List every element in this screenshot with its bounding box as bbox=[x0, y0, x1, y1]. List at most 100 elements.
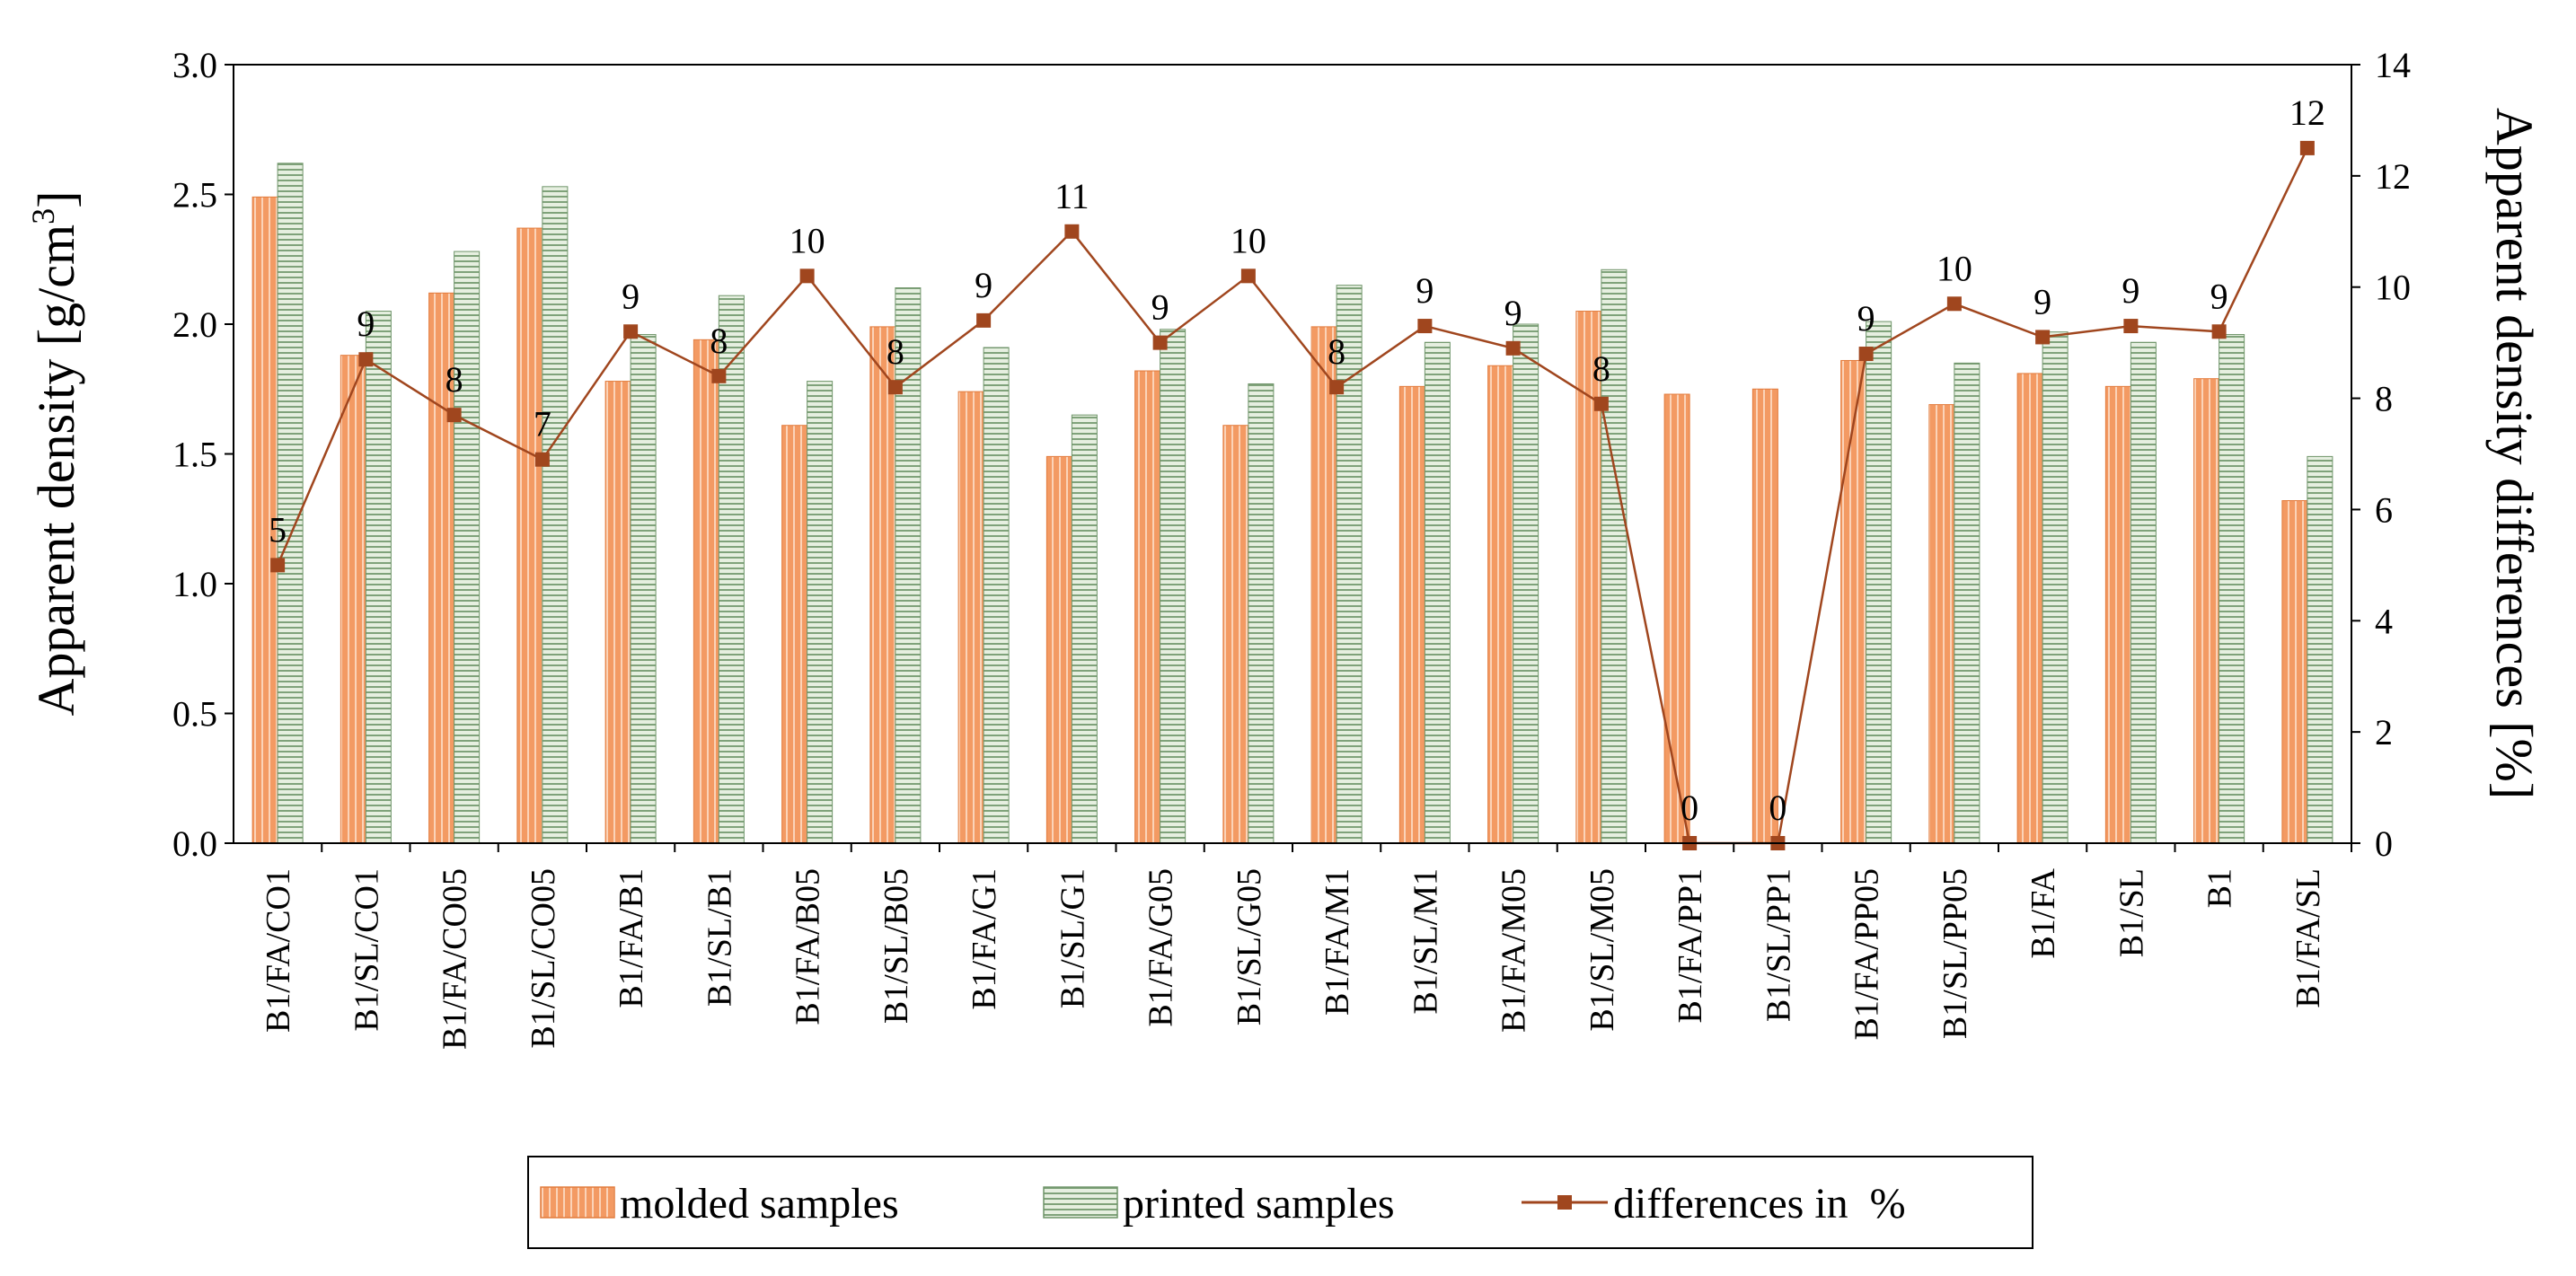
category-label-18: B1/FA/PP05 bbox=[1848, 868, 1886, 1040]
bar-printed-5 bbox=[718, 295, 745, 844]
bar-molded-10 bbox=[1134, 370, 1161, 844]
category-label-0: B1/FA/CO1 bbox=[260, 868, 297, 1033]
bar-molded-1 bbox=[340, 355, 366, 844]
category-label-8: B1/FA/G1 bbox=[966, 868, 1003, 1010]
differences-point-22 bbox=[2211, 324, 2227, 339]
bar-printed-22 bbox=[2219, 334, 2245, 844]
right-tick-label-5: 10 bbox=[2375, 268, 2411, 308]
legend-label-differences: differences in % bbox=[1613, 1180, 1906, 1228]
differences-point-21 bbox=[2123, 319, 2139, 334]
right-tick-label-4: 8 bbox=[2375, 379, 2393, 419]
right-tick-label-3: 6 bbox=[2375, 489, 2393, 530]
differences-point-0 bbox=[270, 558, 286, 573]
bar-molded-4 bbox=[604, 381, 631, 844]
difference-label-19: 10 bbox=[1936, 248, 1972, 288]
category-label-11: B1/SL/G05 bbox=[1231, 868, 1268, 1025]
legend: molded samples printed samples differenc… bbox=[527, 1156, 2033, 1249]
right-tick-label-2: 4 bbox=[2375, 601, 2393, 641]
bar-printed-10 bbox=[1160, 329, 1187, 844]
difference-label-0: 5 bbox=[269, 509, 287, 550]
differences-point-10 bbox=[1152, 335, 1168, 350]
bar-printed-2 bbox=[454, 251, 481, 844]
category-label-22: B1 bbox=[2201, 868, 2239, 908]
differences-point-1 bbox=[358, 352, 374, 367]
legend-frame bbox=[527, 1156, 2033, 1249]
right-axis-title: Apparent density differences [%] bbox=[2485, 108, 2544, 799]
difference-label-20: 9 bbox=[2033, 281, 2051, 321]
bar-molded-0 bbox=[251, 196, 278, 844]
differences-point-14 bbox=[1505, 340, 1521, 356]
legend-marker-differences bbox=[1557, 1195, 1572, 1210]
legend-label-molded: molded samples bbox=[620, 1180, 899, 1228]
bar-printed-1 bbox=[365, 311, 392, 844]
bar-printed-6 bbox=[807, 381, 834, 844]
left-tick-label-0: 0.0 bbox=[172, 823, 217, 864]
difference-label-5: 8 bbox=[710, 321, 728, 361]
difference-label-18: 9 bbox=[1857, 298, 1875, 339]
bar-printed-0 bbox=[277, 163, 304, 844]
left-tick-label-2: 1.0 bbox=[172, 564, 217, 604]
bar-molded-23 bbox=[2281, 500, 2308, 844]
difference-label-12: 8 bbox=[1328, 331, 1345, 372]
category-label-4: B1/FA/B1 bbox=[613, 868, 650, 1008]
bar-printed-3 bbox=[542, 186, 569, 844]
left-tick-label-5: 2.5 bbox=[172, 175, 217, 216]
differences-point-9 bbox=[1064, 224, 1080, 239]
differences-point-2 bbox=[446, 408, 462, 423]
category-label-21: B1/SL bbox=[2113, 868, 2150, 957]
differences-point-12 bbox=[1329, 380, 1345, 395]
legend-swatch-printed bbox=[1043, 1186, 1118, 1219]
left-axis-title-end: ] bbox=[27, 191, 85, 208]
right-axis-ticks: 0 2 4 6 8 10 12 14 bbox=[2351, 45, 2411, 864]
differences-point-15 bbox=[1593, 396, 1609, 411]
left-tick-label-6: 3.0 bbox=[172, 45, 217, 85]
bar-printed-21 bbox=[2130, 341, 2157, 844]
difference-label-15: 8 bbox=[1592, 348, 1610, 389]
difference-label-14: 9 bbox=[1504, 293, 1522, 333]
right-tick-label-1: 2 bbox=[2375, 712, 2393, 752]
category-labels: B1/FA/CO1 B1/SL/CO1 B1/FA/CO05 B1/SL/CO05 B1… bbox=[260, 843, 2352, 1050]
difference-label-21: 9 bbox=[2122, 270, 2139, 311]
difference-label-16: 0 bbox=[1681, 788, 1698, 828]
bar-molded-18 bbox=[1840, 359, 1867, 844]
bar-printed-20 bbox=[2042, 331, 2069, 844]
bar-molded-6 bbox=[781, 425, 808, 844]
difference-label-22: 9 bbox=[2210, 276, 2228, 316]
differences-point-6 bbox=[799, 268, 815, 284]
bar-molded-16 bbox=[1663, 393, 1690, 844]
difference-label-7: 8 bbox=[887, 331, 904, 372]
left-axis-title: Apparent density [g/cm3] bbox=[25, 191, 85, 717]
left-tick-label-4: 2.0 bbox=[172, 304, 217, 345]
category-label-10: B1/FA/G05 bbox=[1142, 868, 1180, 1027]
category-label-20: B1/FA bbox=[2025, 867, 2062, 958]
legend-label-printed: printed samples bbox=[1123, 1180, 1395, 1228]
bars-layer bbox=[251, 163, 2333, 844]
difference-label-11: 10 bbox=[1231, 220, 1266, 260]
differences-point-5 bbox=[711, 368, 727, 383]
differences-line-layer bbox=[270, 140, 2315, 850]
difference-label-6: 10 bbox=[790, 220, 825, 260]
category-label-14: B1/FA/M05 bbox=[1495, 868, 1533, 1033]
category-label-17: B1/SL/PP1 bbox=[1760, 868, 1797, 1022]
bar-printed-13 bbox=[1424, 341, 1451, 844]
bar-molded-11 bbox=[1222, 425, 1249, 844]
bar-printed-9 bbox=[1071, 414, 1098, 844]
differences-point-7 bbox=[887, 380, 903, 395]
bar-molded-3 bbox=[516, 227, 543, 844]
left-axis-title-superscript: 3 bbox=[25, 208, 61, 224]
bar-printed-23 bbox=[2307, 455, 2333, 844]
differences-point-23 bbox=[2299, 140, 2315, 155]
difference-label-13: 9 bbox=[1416, 270, 1434, 311]
difference-label-8: 9 bbox=[975, 265, 992, 305]
category-label-5: B1/SL/B1 bbox=[701, 868, 738, 1007]
differences-point-8 bbox=[976, 312, 992, 328]
bar-molded-8 bbox=[957, 391, 984, 844]
right-tick-label-7: 14 bbox=[2375, 45, 2411, 85]
differences-point-3 bbox=[534, 452, 550, 467]
category-label-12: B1/FA/M1 bbox=[1319, 868, 1356, 1016]
category-label-13: B1/SL/M1 bbox=[1407, 868, 1444, 1015]
left-axis-title-text: Apparent density [g/cm bbox=[27, 224, 85, 717]
difference-label-4: 9 bbox=[622, 276, 640, 316]
difference-label-3: 7 bbox=[534, 404, 551, 444]
